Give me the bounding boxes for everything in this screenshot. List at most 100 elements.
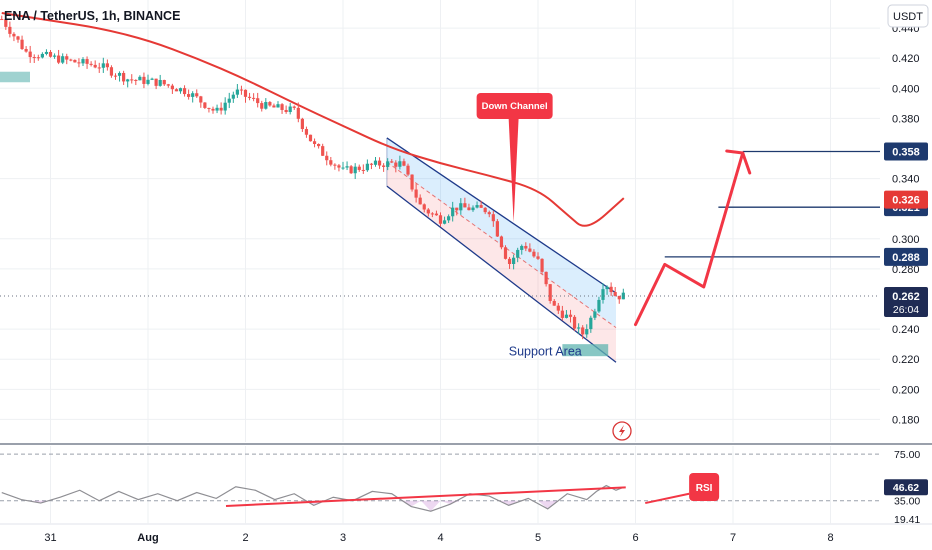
candle-body <box>321 146 325 156</box>
candle-body <box>117 72 122 76</box>
flash-icon[interactable] <box>612 421 632 441</box>
rsi-callout <box>689 473 720 501</box>
candle-body <box>552 300 556 306</box>
candle-body <box>219 107 223 111</box>
candle-body <box>146 79 150 84</box>
ma-badge <box>884 190 928 209</box>
candle-body <box>402 161 406 166</box>
candle-body <box>422 204 426 210</box>
candle-body <box>142 76 146 84</box>
candle-body <box>528 248 532 252</box>
price-tick-label: 0.340 <box>892 174 920 186</box>
time-tick-label: Aug <box>137 532 158 544</box>
candle-body <box>414 189 418 198</box>
target-levels <box>664 150 880 258</box>
candle-body <box>61 56 65 63</box>
down-channel-label: Down Channel <box>482 101 548 112</box>
time-axis[interactable]: 31 Aug 2 3 4 5 6 7 8 <box>44 532 833 544</box>
candle-body <box>207 107 211 109</box>
candle-body <box>312 141 317 144</box>
candle-body <box>288 106 292 113</box>
candle-body <box>353 166 357 174</box>
candle-body <box>455 207 459 211</box>
candle-body <box>317 143 321 147</box>
candle-body <box>373 160 378 165</box>
time-tick-label: 2 <box>242 532 248 544</box>
channel-upper-line <box>386 137 617 294</box>
support-area-label: Support Area <box>509 345 582 359</box>
candle-body <box>166 84 170 86</box>
candle-body <box>191 93 195 97</box>
candle-body <box>199 96 203 103</box>
last-badge-label: 0.262 <box>892 291 920 303</box>
rsi-tick-label: 75.00 <box>894 449 920 461</box>
candle-body <box>463 203 467 208</box>
candle-body <box>280 104 284 110</box>
candle-body <box>406 165 410 175</box>
candle-body <box>410 174 414 190</box>
rsi-series <box>1 484 690 512</box>
price-tick-label: 0.380 <box>892 113 920 125</box>
price-tick-label: 0.300 <box>892 234 920 246</box>
candle-body <box>524 245 528 249</box>
candle-body <box>333 164 337 166</box>
candle-body <box>520 245 524 250</box>
candle-body <box>203 102 207 108</box>
candle-body <box>24 49 28 52</box>
candle-body <box>97 67 101 69</box>
candle-body <box>601 289 605 300</box>
price-tick-label: 0.280 <box>892 264 920 276</box>
candle-body <box>593 311 597 318</box>
candle-body <box>589 317 593 330</box>
candle-body <box>211 108 215 111</box>
time-tick-label: 4 <box>437 532 443 544</box>
candle-body <box>516 249 520 258</box>
candle-body <box>597 299 601 312</box>
candle-body <box>93 64 97 68</box>
candle-body <box>617 295 621 300</box>
level-badge-label: 0.288 <box>892 252 920 264</box>
candle-body <box>377 160 382 166</box>
candle-body <box>0 19 4 21</box>
candle-body <box>512 257 516 265</box>
support-area[interactable]: Support Area <box>0 71 609 359</box>
currency-button[interactable]: USDT <box>887 4 929 28</box>
symbol-label[interactable]: ENA / TetherUS, 1h, BINANCE <box>4 9 180 23</box>
candle-body <box>272 105 276 108</box>
candle-body <box>304 129 309 135</box>
rsi-tick-label: 35.00 <box>894 496 920 508</box>
candle-body <box>154 78 158 86</box>
candle-body <box>162 80 166 85</box>
candle-body <box>109 67 114 76</box>
callouts: Down Channel RSI <box>476 93 720 501</box>
candle-body <box>296 107 300 119</box>
candle-body <box>36 57 40 59</box>
ma-path <box>1 12 625 227</box>
level-badge <box>884 247 928 266</box>
time-tick-label: 8 <box>827 532 833 544</box>
candle-body <box>337 165 341 168</box>
price-tick-label: 0.240 <box>892 324 920 336</box>
candle-body <box>345 166 349 168</box>
last-badge <box>884 286 928 317</box>
candle-body <box>134 79 138 81</box>
candle-body <box>101 63 105 68</box>
rsi-tick-label: 19.41 <box>894 514 920 526</box>
countdown-label: 26:04 <box>893 304 919 316</box>
candle-body <box>499 236 504 248</box>
candle-body <box>329 160 333 165</box>
channel-lower-line <box>386 185 617 363</box>
candle-body <box>568 314 573 317</box>
candle-body <box>256 98 260 104</box>
rsi-pointer <box>645 492 690 505</box>
price-tick-label: 0.200 <box>892 384 920 396</box>
candle-body <box>605 286 609 290</box>
candle-body <box>390 161 394 163</box>
time-tick-label: 7 <box>730 532 736 544</box>
candle-body <box>187 94 191 97</box>
down-channel-pointer <box>508 118 519 223</box>
rsi-badge <box>884 479 928 496</box>
candle-body <box>223 102 227 111</box>
